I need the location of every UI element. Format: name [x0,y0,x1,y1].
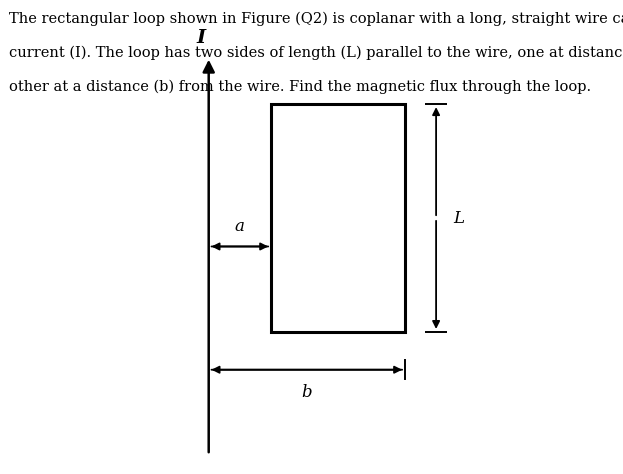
Text: The rectangular loop shown in Figure (Q2) is coplanar with a long, straight wire: The rectangular loop shown in Figure (Q2… [9,12,623,26]
Text: a: a [235,218,245,235]
Text: b: b [302,384,312,401]
Bar [271,104,405,332]
Text: I: I [197,29,206,47]
Text: other at a distance (b) from the wire. Find the magnetic flux through the loop.: other at a distance (b) from the wire. F… [9,80,591,94]
Text: current (I). The loop has two sides of length (L) parallel to the wire, one at d: current (I). The loop has two sides of l… [9,46,623,60]
Text: L: L [454,210,465,227]
